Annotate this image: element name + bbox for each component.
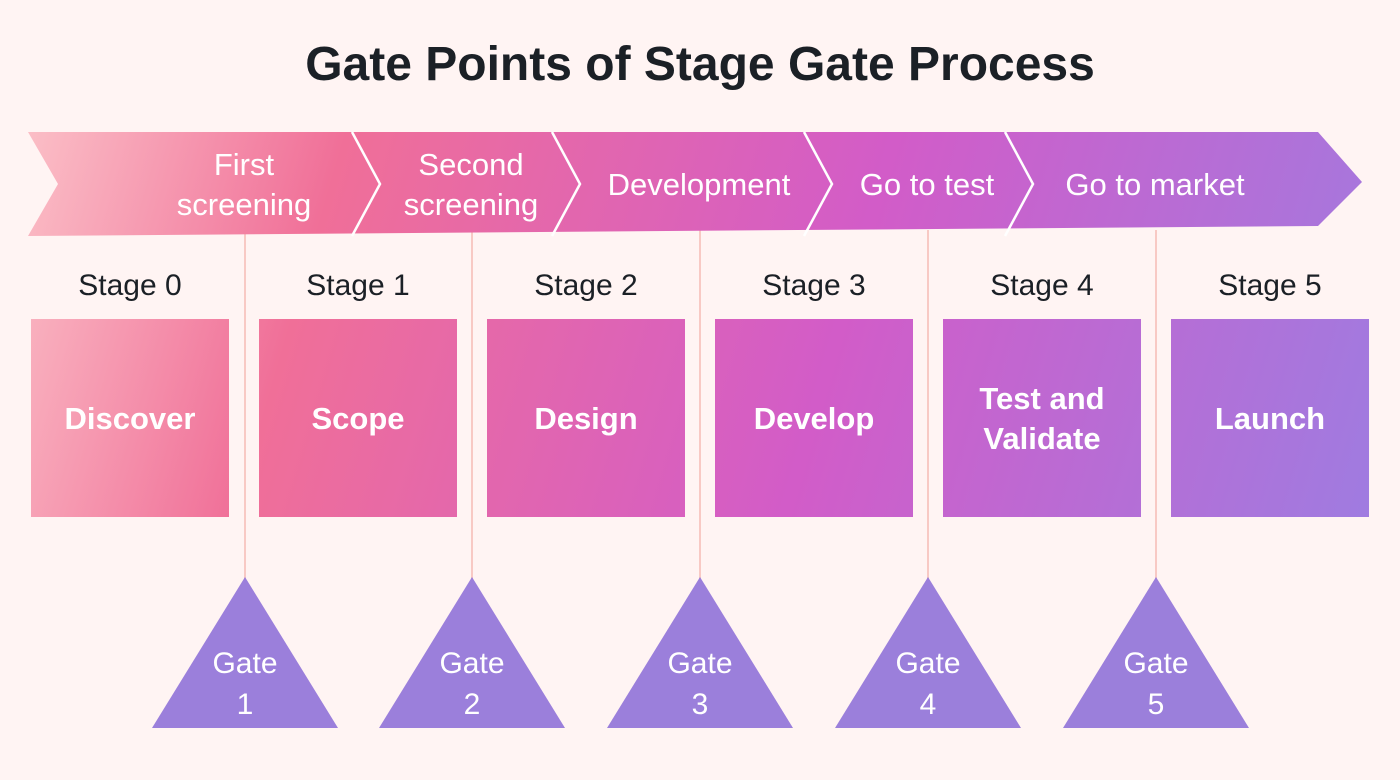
phase-divider-chevron [350,131,382,237]
gate-triangle [835,577,1021,728]
stage-label: Stage 2 [534,269,637,302]
gate-word: Gate [212,647,277,680]
stage-1: Stage 1 Scope [259,269,457,517]
phase-dividers [350,131,1035,237]
gate-triangle [1063,577,1249,728]
gate-word: Gate [1123,647,1188,680]
gate-4: Gate 4 [835,577,1021,728]
stage-box [715,319,913,517]
stage-2: Stage 2 Design [487,269,685,517]
gate-connectors [244,230,1157,590]
stage-name: Test and Validate [979,381,1104,456]
stage-box [943,319,1141,517]
phase-divider-chevron [1003,131,1035,237]
stage-label: Stage 3 [762,269,865,302]
gate-1: Gate 1 [152,577,338,728]
gate-number: 2 [464,688,481,721]
stage-3: Stage 3 Develop [715,269,913,517]
stage-name: Scope [311,401,404,436]
stage-5: Stage 5 Launch [1171,269,1369,517]
phase-divider-chevron [802,131,834,237]
gate-word: Gate [895,647,960,680]
phase-labels: First screening Second screening Development… [177,147,1245,222]
stage-name: Launch [1215,401,1325,436]
stage-4: Stage 4 Test and Validate [943,269,1141,517]
stage-name: Develop [754,401,875,436]
gate-3: Gate 3 [607,577,793,728]
stages: Stage 0 Discover Stage 1 Scope Stage 2 Design… [31,269,1369,517]
stage-label: Stage 4 [990,269,1093,302]
stage-label: Stage 0 [78,269,181,302]
gate-2: Gate 2 [379,577,565,728]
gate-word: Gate [439,647,504,680]
phase-divider-chevron [550,131,582,237]
stage-0: Stage 0 Discover [31,269,229,517]
gate-number: 3 [692,688,709,721]
page-title: Gate Points of Stage Gate Process [305,38,1095,91]
phase-label: First screening [177,147,311,222]
gate-number: 5 [1148,688,1165,721]
stage-box [259,319,457,517]
stage-box [31,319,229,517]
gate-triangle [152,577,338,728]
gate-word: Gate [667,647,732,680]
stage-box [487,319,685,517]
gates: Gate 1 Gate 2 Gate 3 Gate 4 Gate 5 [152,577,1249,728]
stage-box [1171,319,1369,517]
gate-5: Gate 5 [1063,577,1249,728]
stage-label: Stage 5 [1218,269,1321,302]
phase-label: Development [608,167,791,202]
gate-number: 1 [237,688,254,721]
stage-name: Design [534,401,637,436]
phase-label: Go to test [860,167,995,202]
gate-triangle [379,577,565,728]
gate-triangle [607,577,793,728]
stage-label: Stage 1 [306,269,409,302]
phase-label: Go to market [1065,167,1245,202]
process-arrow-band [28,132,1362,236]
stage-name: Discover [65,401,196,436]
phase-label: Second screening [404,147,538,222]
gate-number: 4 [920,688,937,721]
